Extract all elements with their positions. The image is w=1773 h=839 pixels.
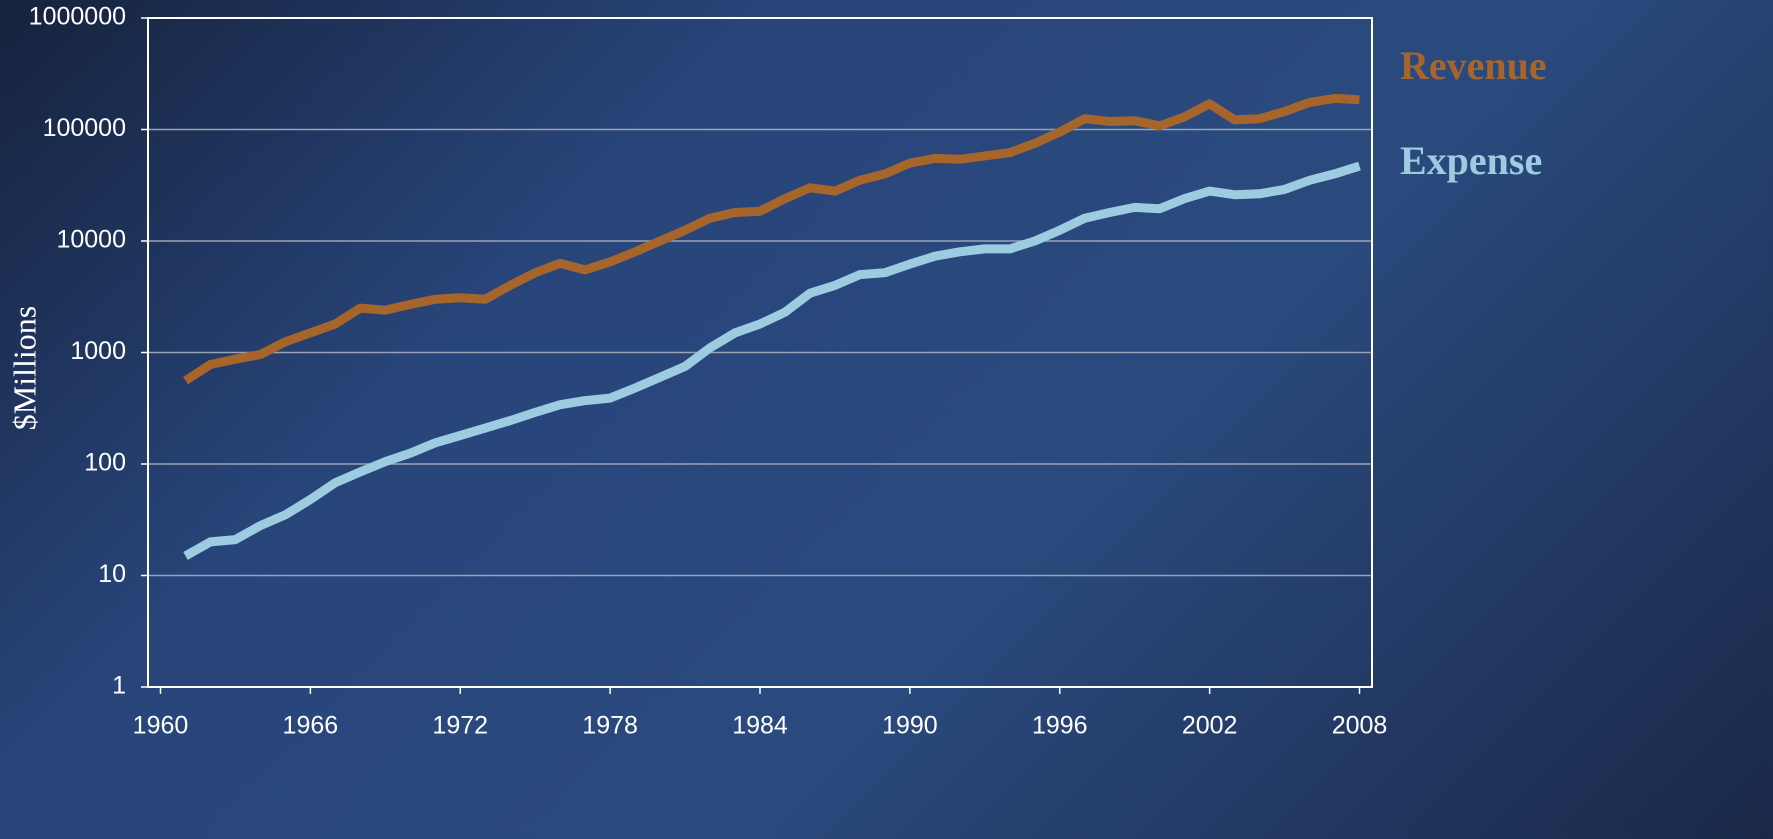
x-tick-label: 1984: [732, 712, 788, 740]
x-tick-label: 1972: [432, 712, 488, 740]
y-tick-label: 1000: [70, 337, 126, 365]
y-tick-label: 1000000: [29, 3, 126, 31]
x-tick-label: 1978: [582, 712, 638, 740]
x-tick-label: 2008: [1332, 712, 1388, 740]
y-tick-label: 10000: [56, 226, 126, 254]
line-expense: [183, 161, 1361, 560]
y-tick-label: 100000: [43, 114, 126, 142]
x-tick-label: 1996: [1032, 712, 1088, 740]
plot-frame: [147, 17, 1373, 688]
legend-label: Revenue: [1400, 43, 1547, 88]
line-revenue: [183, 93, 1360, 385]
x-tick-label: 1960: [133, 712, 189, 740]
y-tick-label: 100: [84, 449, 126, 477]
x-tick-label: 2002: [1182, 712, 1238, 740]
y-tick-label: 1: [112, 672, 126, 700]
x-tick-label: 1966: [283, 712, 339, 740]
legend-label: Expense: [1400, 138, 1542, 183]
x-tick-label: 1990: [882, 712, 938, 740]
y-tick-label: 10: [98, 560, 126, 588]
y-axis-label: $Millions: [6, 306, 42, 430]
